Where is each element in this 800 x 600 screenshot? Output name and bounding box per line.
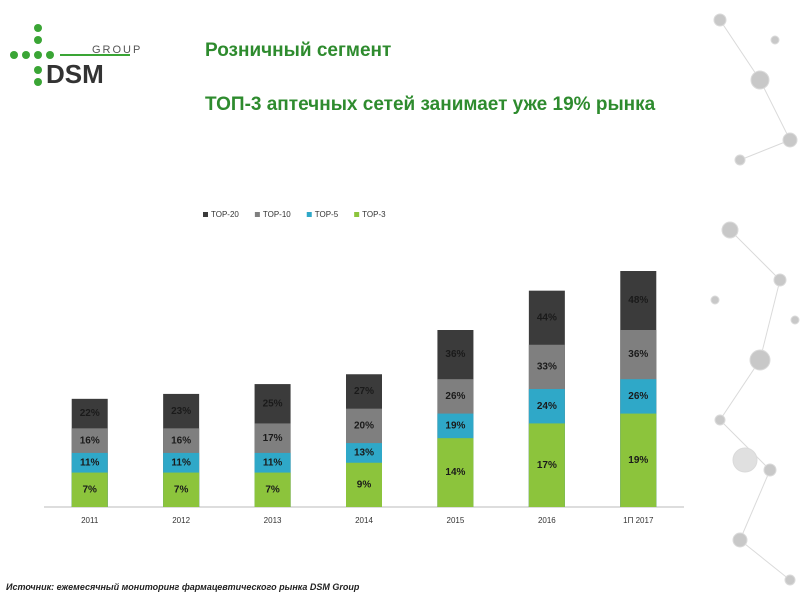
data-label: 26%	[628, 391, 648, 402]
data-label: 11%	[80, 457, 100, 468]
x-tick-label: 2014	[355, 516, 373, 525]
logo-name: DSM	[46, 59, 104, 89]
legend-label: TOP-10	[263, 210, 291, 219]
bar	[71, 472, 108, 507]
x-tick-label: 2016	[538, 516, 556, 525]
data-label: 25%	[263, 398, 283, 409]
data-label: 26%	[445, 391, 465, 402]
data-label: 48%	[628, 295, 648, 306]
data-label: 14%	[445, 467, 465, 478]
data-label: 36%	[628, 349, 648, 360]
x-tick-label: 2013	[264, 516, 282, 525]
subtitle: ТОП-3 аптечных сетей занимает уже 19% ры…	[205, 94, 656, 115]
data-label: 13%	[354, 448, 374, 459]
data-label: 17%	[263, 433, 283, 444]
data-label: 44%	[537, 312, 557, 323]
bar	[620, 413, 657, 507]
legend-label: TOP-20	[211, 210, 239, 219]
bar	[163, 472, 200, 507]
logo-group: GROUP	[92, 44, 142, 56]
data-label: 27%	[354, 386, 374, 397]
data-label: 24%	[537, 401, 557, 412]
data-label: 7%	[82, 484, 97, 495]
data-label: 16%	[80, 435, 100, 446]
data-label: 23%	[171, 406, 191, 417]
data-label: 33%	[537, 362, 557, 373]
x-tick-label: 2012	[172, 516, 190, 525]
bar	[437, 438, 474, 507]
data-label: 17%	[537, 460, 557, 471]
data-label: 36%	[445, 349, 465, 360]
bar	[346, 462, 382, 507]
data-label: 16%	[171, 435, 191, 446]
bar	[528, 423, 565, 507]
legend-swatch	[203, 212, 208, 217]
source: Источник: ежемесячный мониторинг фармаце…	[6, 582, 360, 592]
data-label: 7%	[265, 484, 280, 495]
bar	[254, 472, 291, 507]
data-label: 19%	[445, 421, 465, 432]
legend-swatch	[306, 212, 312, 217]
data-label: 22%	[80, 408, 100, 419]
data-label: 11%	[263, 457, 283, 468]
data-label: 19%	[628, 455, 648, 466]
legend-label: TOP-5	[315, 210, 339, 219]
data-label: 20%	[354, 421, 374, 432]
title: Розничный сегмент	[205, 40, 392, 61]
data-label: 11%	[171, 457, 191, 468]
data-label: 9%	[357, 480, 372, 491]
data-label: 7%	[174, 484, 189, 495]
x-tick-label: 1П 2017	[623, 516, 654, 525]
legend-swatch	[254, 212, 260, 217]
x-tick-label: 2015	[447, 516, 465, 525]
x-tick-label: 2011	[81, 516, 99, 525]
legend-label: TOP-3	[362, 210, 386, 219]
legend-swatch	[354, 212, 360, 217]
